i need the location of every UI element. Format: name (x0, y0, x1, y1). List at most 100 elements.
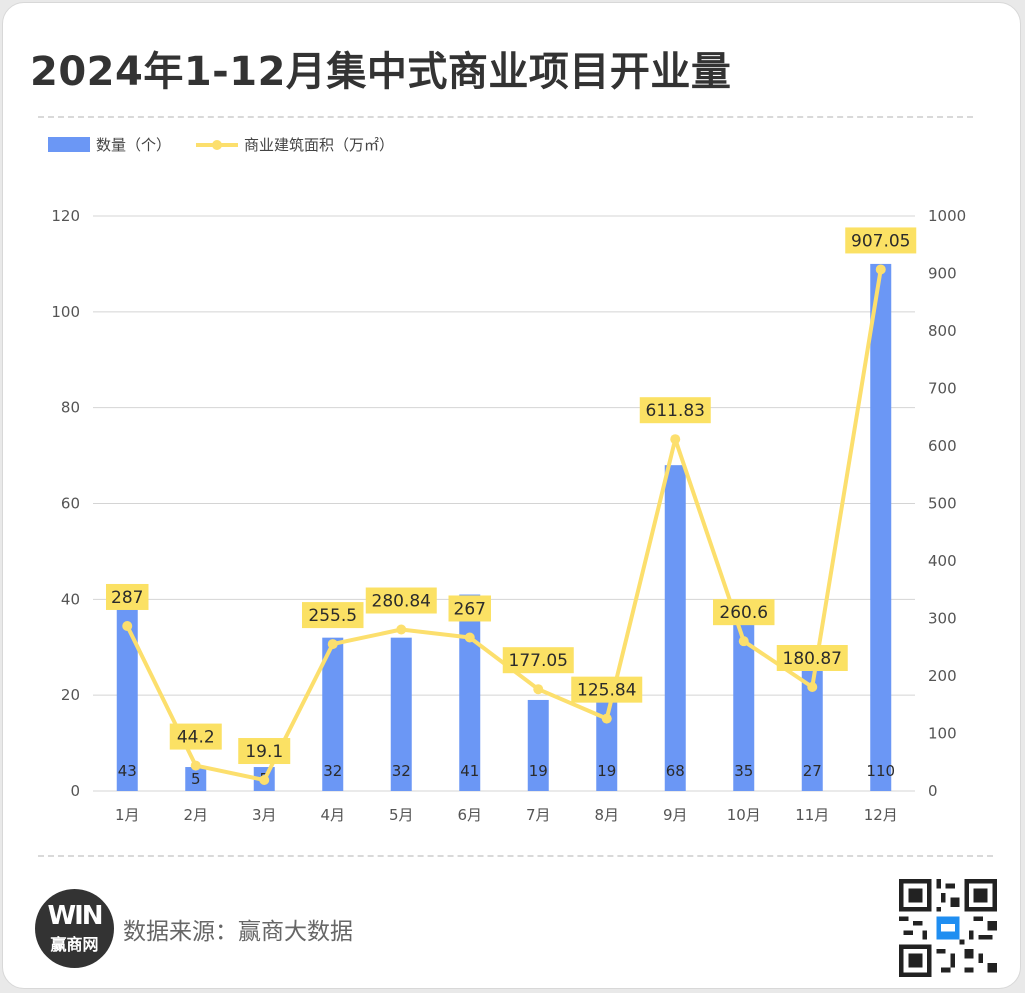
x-tick-label: 4月 (320, 806, 345, 824)
bar (116, 584, 138, 791)
bar-value-label: 110 (866, 762, 895, 780)
right-tick-label: 200 (928, 667, 957, 685)
x-tick-label: 5月 (389, 806, 414, 824)
line-point (670, 434, 681, 445)
line-value-label: 44.2 (177, 728, 215, 748)
line-point (533, 684, 544, 695)
line-label-box (302, 602, 364, 629)
left-tick-label: 20 (61, 686, 80, 704)
bar-value-label: 68 (666, 762, 685, 780)
line-label-box (639, 397, 711, 424)
line-label-box (776, 644, 848, 671)
right-tick-label: 1000 (928, 207, 966, 225)
x-tick-label: 3月 (252, 806, 277, 824)
line-point (327, 639, 338, 650)
line-label-box (571, 676, 643, 703)
line-point (190, 760, 201, 771)
legend-line-label: 商业建筑面积（万㎡） (244, 136, 394, 154)
bar-value-label: 41 (460, 762, 479, 780)
area-line (122, 264, 886, 786)
bar-value-label: 19 (529, 762, 548, 780)
area-line-path (125, 269, 883, 783)
left-tick-label: 120 (51, 207, 80, 225)
bar (390, 637, 412, 791)
bar-value-label: 19 (597, 762, 616, 780)
left-tick-label: 80 (61, 399, 80, 417)
bar (664, 465, 686, 791)
left-tick-label: 100 (51, 303, 80, 321)
x-tick-label: 2月 (183, 806, 208, 824)
bar (185, 767, 207, 791)
line-labels: 287 44.2 19.1 255.5 280.84 267 177.05 125.84 611… (106, 227, 917, 765)
right-tick-label: 700 (928, 380, 957, 398)
right-tick-label: 900 (928, 265, 957, 283)
data-source: 数据来源：赢商大数据 (123, 919, 353, 945)
line-value-label: 287 (111, 588, 143, 608)
legend: 数量（个） 商业建筑面积（万㎡） (48, 136, 394, 154)
right-axis: 0 100 200 300 400 500 600 700 800 900 1000 (928, 207, 966, 800)
line-value-label: 267 (454, 599, 486, 619)
bar (801, 661, 823, 791)
legend-bar-label: 数量（个） (96, 136, 171, 154)
right-tick-label: 0 (928, 782, 938, 800)
line-label-box (169, 723, 222, 750)
left-tick-label: 60 (61, 495, 80, 513)
winshang-logo: WIN 赢商网 (35, 889, 114, 968)
line-label-box (365, 587, 437, 614)
line-point (464, 632, 475, 643)
x-tick-label: 8月 (594, 806, 619, 824)
line-point (875, 264, 886, 275)
bars (116, 263, 892, 792)
gridlines (93, 215, 915, 792)
left-axis: 0 20 40 60 80 100 120 (51, 207, 80, 800)
line-label-box (502, 647, 574, 674)
line-value-label: 260.6 (719, 603, 768, 623)
line-value-label: 180.87 (783, 649, 842, 669)
x-tick-label: 12月 (864, 806, 898, 824)
right-tick-label: 500 (928, 495, 957, 513)
bar-value-label: 27 (803, 762, 822, 780)
qr-code-icon (899, 879, 997, 977)
line-value-label: 611.83 (646, 401, 705, 421)
line-value-label: 280.84 (372, 592, 431, 612)
line-value-label: 907.05 (851, 231, 910, 251)
legend-bar-swatch (48, 137, 90, 152)
right-tick-label: 400 (928, 552, 957, 570)
right-tick-label: 600 (928, 437, 957, 455)
x-tick-label: 10月 (727, 806, 761, 824)
right-tick-label: 300 (928, 610, 957, 628)
x-tick-label: 9月 (663, 806, 688, 824)
line-point (807, 681, 818, 692)
chart-title: 2024年1-12月集中式商业项目开业量 (30, 49, 732, 95)
bar (870, 263, 892, 792)
line-value-label: 255.5 (308, 606, 357, 626)
line-label-box (448, 595, 491, 622)
bar (596, 699, 618, 791)
x-tick-label: 7月 (526, 806, 551, 824)
logo-text: 赢商网 (50, 935, 99, 954)
bar (527, 699, 549, 791)
line-point (738, 636, 749, 647)
x-axis: 1月 2月 3月 4月 5月 6月 7月 8月 9月 10月 11月 12月 (115, 806, 898, 824)
line-point (122, 620, 133, 631)
left-tick-label: 0 (70, 782, 80, 800)
line-value-label: 177.05 (509, 651, 568, 671)
bar-value-label: 5 (191, 770, 201, 788)
x-tick-label: 6月 (457, 806, 482, 824)
top-divider (38, 116, 973, 118)
right-tick-label: 800 (928, 322, 957, 340)
line-point (601, 713, 612, 724)
bar (733, 623, 755, 791)
line-value-label: 19.1 (245, 742, 283, 762)
bar-value-label: 43 (118, 762, 137, 780)
line-value-label: 125.84 (577, 681, 636, 701)
line-point (396, 624, 407, 635)
bottom-divider (38, 855, 993, 857)
line-label-box (106, 583, 149, 610)
bar-value-label: 32 (323, 762, 342, 780)
line-label-box (845, 227, 917, 254)
left-tick-label: 40 (61, 590, 80, 608)
right-tick-label: 100 (928, 725, 957, 743)
